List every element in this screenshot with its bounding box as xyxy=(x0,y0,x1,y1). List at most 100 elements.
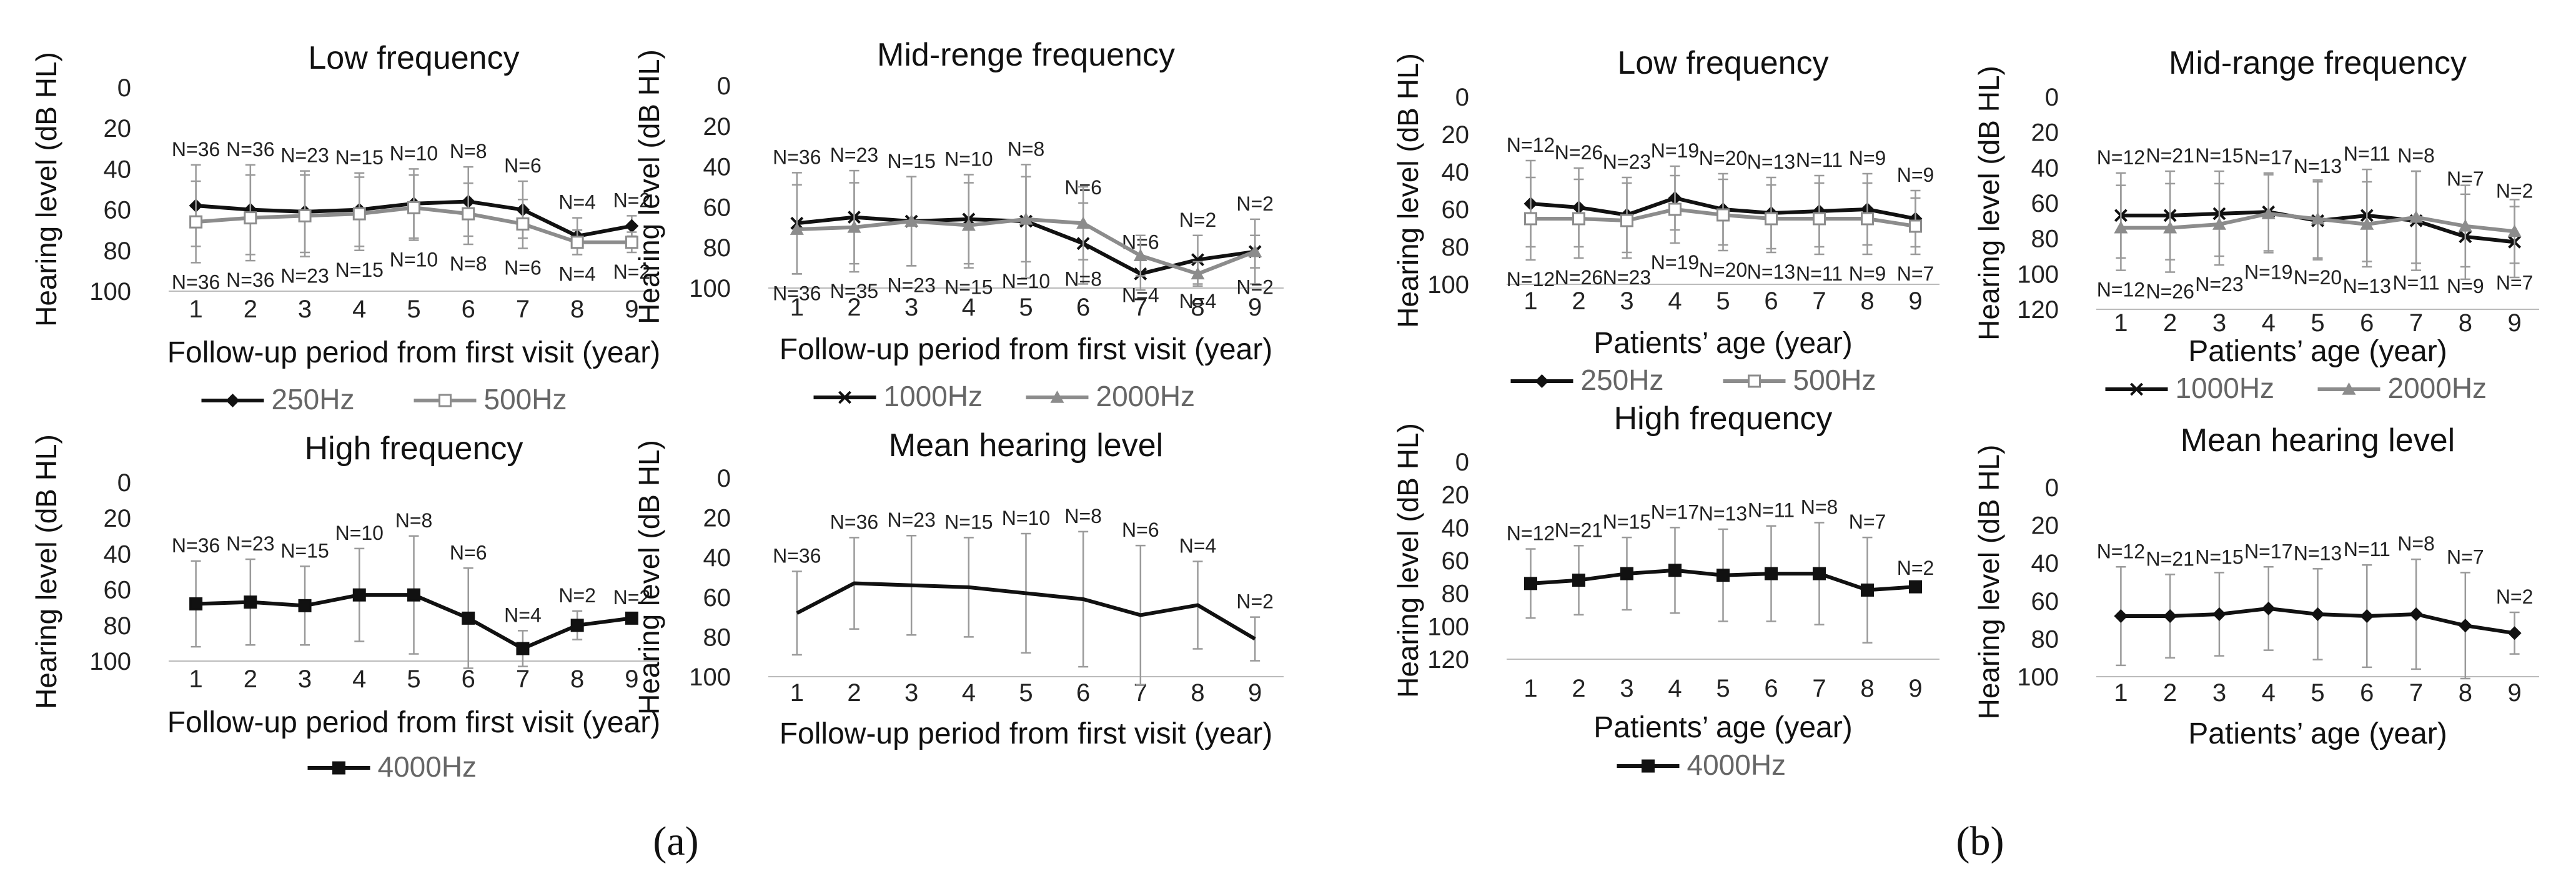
chart-title: Mean hearing level xyxy=(2181,422,2455,459)
legend-item-500Hz: 500Hz xyxy=(414,383,567,416)
data-point xyxy=(1572,574,1585,587)
legend-label: 4000Hz xyxy=(1687,749,1786,781)
x-tick-label: 4 xyxy=(1668,287,1682,315)
series-500Hz: N=12 N=26 N=23N=19 N=20 N=13 N=11 N=9 N=7 xyxy=(1507,174,1934,291)
n-label: N=10 xyxy=(390,142,438,164)
data-point xyxy=(2163,609,2177,624)
data-point xyxy=(462,207,475,221)
x-tick-label: 7 xyxy=(1134,679,1147,707)
data-point xyxy=(2212,607,2226,622)
n-label: N=8 xyxy=(395,509,433,532)
series-500Hz: N=36 N=36 N=23 N=15 N=10 N=8 N=6 N=4 N=2 xyxy=(172,174,650,293)
n-label: N=11 xyxy=(2344,538,2390,560)
y-tick-label: 60 xyxy=(2031,588,2059,615)
data-point xyxy=(407,588,420,602)
n-label: N=2 xyxy=(613,189,651,211)
x-axis-label: Patients’ age (year) xyxy=(1593,327,1852,360)
n-label: N=19 xyxy=(2244,261,2292,283)
y-tick-label: 0 xyxy=(1455,84,1469,111)
x-tick-label: 3 xyxy=(1620,675,1633,702)
x-tick-label: 6 xyxy=(2360,679,2374,707)
n-label: N=12 xyxy=(1507,522,1555,545)
data-point xyxy=(352,207,366,221)
n-label: N=17 xyxy=(2244,146,2292,169)
x-tick-label: 8 xyxy=(570,296,584,323)
x-tick-label: 7 xyxy=(2409,679,2423,707)
y-tick-label: 80 xyxy=(1442,234,1470,261)
x-tick-label: 6 xyxy=(462,665,475,693)
data-point xyxy=(904,214,919,227)
n-label: N=23 xyxy=(1603,266,1651,289)
n-label: N=8 xyxy=(1064,268,1102,291)
n-label: N=4 xyxy=(504,604,542,626)
x-tick-label: 2 xyxy=(2163,679,2177,707)
n-label: N=26 xyxy=(1555,266,1603,289)
legend-item-250Hz: 250Hz xyxy=(1510,364,1664,396)
y-tick-label: 100 xyxy=(89,648,131,675)
n-label: N=9 xyxy=(1849,262,1886,285)
data-point xyxy=(352,588,366,602)
x-tick-label: 5 xyxy=(1019,294,1033,321)
data-point xyxy=(2409,607,2424,622)
data-point xyxy=(1765,567,1778,580)
y-axis-label: Hearing level (dB HL) xyxy=(30,434,62,709)
n-label: N=20 xyxy=(2294,266,2342,289)
legend-item-500Hz: 500Hz xyxy=(1723,364,1876,396)
legend-label: 500Hz xyxy=(484,383,567,416)
data-point xyxy=(2360,609,2374,624)
y-tick-label: 80 xyxy=(2031,625,2059,653)
x-tick-label: 9 xyxy=(1248,294,1262,321)
legend-label: 250Hz xyxy=(272,383,355,416)
data-point xyxy=(1248,244,1262,257)
data-point xyxy=(407,201,420,214)
n-label: N=12 xyxy=(2097,540,2145,562)
y-tick-label: 60 xyxy=(2031,190,2059,217)
data-point xyxy=(1076,216,1091,229)
x-tick-label: 9 xyxy=(1908,287,1922,315)
y-tick-label: 0 xyxy=(1455,449,1469,476)
series-250Hz: N=12 N=26 N=23 N=19 N=20 N=13 N=11 N=9 N=9 xyxy=(1507,134,1934,254)
x-tick-label: 4 xyxy=(2262,679,2276,707)
legend-marker xyxy=(1642,759,1655,773)
n-label: N=8 xyxy=(450,140,487,162)
n-label: N=6 xyxy=(504,154,542,177)
x-tick-label: 5 xyxy=(1716,675,1730,702)
n-label: N=20 xyxy=(1699,259,1747,281)
y-tick-label: 80 xyxy=(703,624,731,651)
x-tick-label: 9 xyxy=(2507,679,2521,707)
x-tick-label: 1 xyxy=(2114,309,2128,337)
legend: 250Hz 500Hz xyxy=(201,383,567,416)
y-axis-label: Hearing level (dB HL) xyxy=(30,52,62,327)
data-point xyxy=(298,599,312,612)
legend-marker xyxy=(332,761,345,775)
data-point xyxy=(1717,208,1730,222)
legend-item-4000Hz: 4000Hz xyxy=(307,750,477,783)
legend-label: 250Hz xyxy=(1581,364,1664,396)
data-point xyxy=(1668,564,1682,577)
x-tick-label: 5 xyxy=(1716,287,1730,315)
n-label: N=15 xyxy=(887,150,935,172)
data-point xyxy=(1572,212,1585,226)
x-tick-label: 9 xyxy=(2507,309,2521,337)
data-point xyxy=(570,236,584,249)
legend-marker xyxy=(1050,391,1064,403)
data-point xyxy=(1861,583,1874,597)
n-label: N=2 xyxy=(1897,557,1934,579)
x-tick-label: 5 xyxy=(407,665,420,693)
x-tick-label: 8 xyxy=(2459,309,2472,337)
x-tick-label: 5 xyxy=(407,296,420,323)
data-point xyxy=(625,611,638,625)
y-tick-label: 20 xyxy=(1442,121,1470,149)
n-label: N=2 xyxy=(2496,180,2534,202)
data-point xyxy=(189,215,203,229)
chart-a-2: High frequency Hearing level (dB HL) 0 20 40… xyxy=(30,431,660,783)
legend-marker xyxy=(1748,374,1761,388)
n-label: N=23 xyxy=(887,274,935,296)
legend-item-2000Hz: 2000Hz xyxy=(2317,372,2487,404)
legend-marker xyxy=(1535,374,1549,388)
data-point xyxy=(2311,212,2325,225)
legend: 250Hz 500Hz xyxy=(1510,364,1876,396)
n-label: N=36 xyxy=(172,138,220,161)
y-axis-label: Hearing level (dB HL) xyxy=(633,440,665,715)
chart-a-0: Low frequency Hearing level (dB HL) 0 20 40 6… xyxy=(30,40,660,416)
